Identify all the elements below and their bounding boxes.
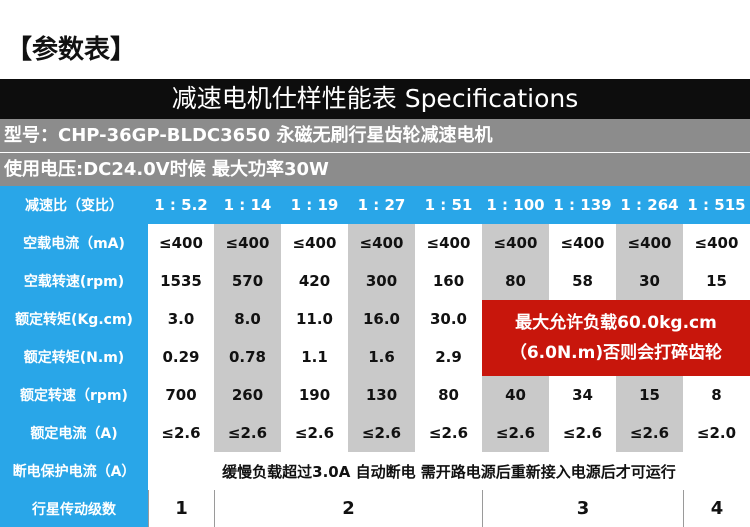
table-cell: ≤2.6 [148, 414, 214, 452]
table-cell: ≤400 [549, 224, 616, 262]
table-cell: 80 [415, 376, 482, 414]
row-label: 额定转矩(Kg.cm) [0, 300, 148, 338]
table-cell: 80 [482, 262, 549, 300]
table-cell: 3.0 [148, 300, 214, 338]
table-cell: 34 [549, 376, 616, 414]
table-cell: ≤2.6 [616, 414, 683, 452]
table-cell: ≤2.6 [415, 414, 482, 452]
table-cell: 700 [148, 376, 214, 414]
ratio-header-cell: 1 : 27 [348, 186, 415, 224]
table-cell: 1535 [148, 262, 214, 300]
ratio-header-cell: 1 : 5.2 [148, 186, 214, 224]
ratio-header-label: 减速比（变比） [0, 186, 148, 224]
table-cell: ≤2.6 [549, 414, 616, 452]
ratio-header-cell: 1 : 51 [415, 186, 482, 224]
stage-cell: 1 [148, 490, 214, 527]
row-label: 空载转速(rpm) [0, 262, 148, 300]
ratio-header-cell: 1 : 264 [616, 186, 683, 224]
table-cell: 1.1 [281, 338, 348, 376]
table-cell: 130 [348, 376, 415, 414]
table-cell: ≤400 [683, 224, 750, 262]
table-cell: 58 [549, 262, 616, 300]
table-cell: 16.0 [348, 300, 415, 338]
stage-cell: 2 [214, 490, 482, 527]
table-cell: 570 [214, 262, 281, 300]
table-cell: ≤2.6 [281, 414, 348, 452]
row-label: 额定转矩(N.m) [0, 338, 148, 376]
model-line: 型号：CHP-36GP-BLDC3650 永磁无刷行星齿轮减速电机 [0, 119, 750, 152]
ratio-header-cell: 1 : 515 [683, 186, 750, 224]
table-cell: ≤2.0 [683, 414, 750, 452]
table-cell: 260 [214, 376, 281, 414]
table-cell: 0.78 [214, 338, 281, 376]
section-heading: 【参数表】 [6, 35, 137, 65]
table-cell: 300 [348, 262, 415, 300]
table-cell: 1.6 [348, 338, 415, 376]
table-cell: 0.29 [148, 338, 214, 376]
table-cell: ≤400 [415, 224, 482, 262]
table-cell: 8 [683, 376, 750, 414]
table-cell: ≤400 [482, 224, 549, 262]
ratio-header-cell: 1 : 139 [549, 186, 616, 224]
table-cell: ≤2.6 [482, 414, 549, 452]
voltage-line: 使用电压:DC24.0V时候 最大功率30W [0, 153, 750, 186]
protection-label: 断电保护电流（A） [0, 452, 148, 490]
table-cell: ≤400 [616, 224, 683, 262]
table-cell: ≤400 [214, 224, 281, 262]
table-cell: 420 [281, 262, 348, 300]
table-cell: 30.0 [415, 300, 482, 338]
ratio-header-cell: 1 : 100 [482, 186, 549, 224]
row-label: 额定转速（rpm) [0, 376, 148, 414]
table-cell: 190 [281, 376, 348, 414]
table-cell: 160 [415, 262, 482, 300]
row-label: 额定电流（A) [0, 414, 148, 452]
table-cell: 11.0 [281, 300, 348, 338]
table-cell: 15 [683, 262, 750, 300]
spec-banner: 减速电机仕样性能表 Specifications [0, 79, 750, 119]
ratio-header-cell: 1 : 19 [281, 186, 348, 224]
table-cell: 15 [616, 376, 683, 414]
max-load-note-line2: （6.0N.m)否则会打碎齿轮 [509, 343, 723, 363]
row-label: 空载电流（mA) [0, 224, 148, 262]
stage-cell: 3 [482, 490, 683, 527]
table-cell: ≤400 [348, 224, 415, 262]
table-cell: ≤2.6 [348, 414, 415, 452]
table-cell: 8.0 [214, 300, 281, 338]
stages-label: 行星传动级数 [0, 490, 148, 527]
max-load-note-line1: 最大允许负载60.0kg.cm [515, 313, 717, 333]
table-cell: ≤2.6 [214, 414, 281, 452]
table-cell: 30 [616, 262, 683, 300]
stage-cell: 4 [683, 490, 750, 527]
max-load-note: 最大允许负载60.0kg.cm （6.0N.m)否则会打碎齿轮 [482, 300, 750, 376]
ratio-header-cell: 1 : 14 [214, 186, 281, 224]
table-cell: 2.9 [415, 338, 482, 376]
table-cell: ≤400 [281, 224, 348, 262]
protection-text: 缓慢负载超过3.0A 自动断电 需开路电源后重新接入电源后才可运行 [148, 452, 750, 490]
table-cell: ≤400 [148, 224, 214, 262]
table-cell: 40 [482, 376, 549, 414]
spec-table: 减速比（变比） 1 : 5.2 1 : 14 1 : 19 1 : 27 1 : 51 1 … [0, 186, 750, 527]
